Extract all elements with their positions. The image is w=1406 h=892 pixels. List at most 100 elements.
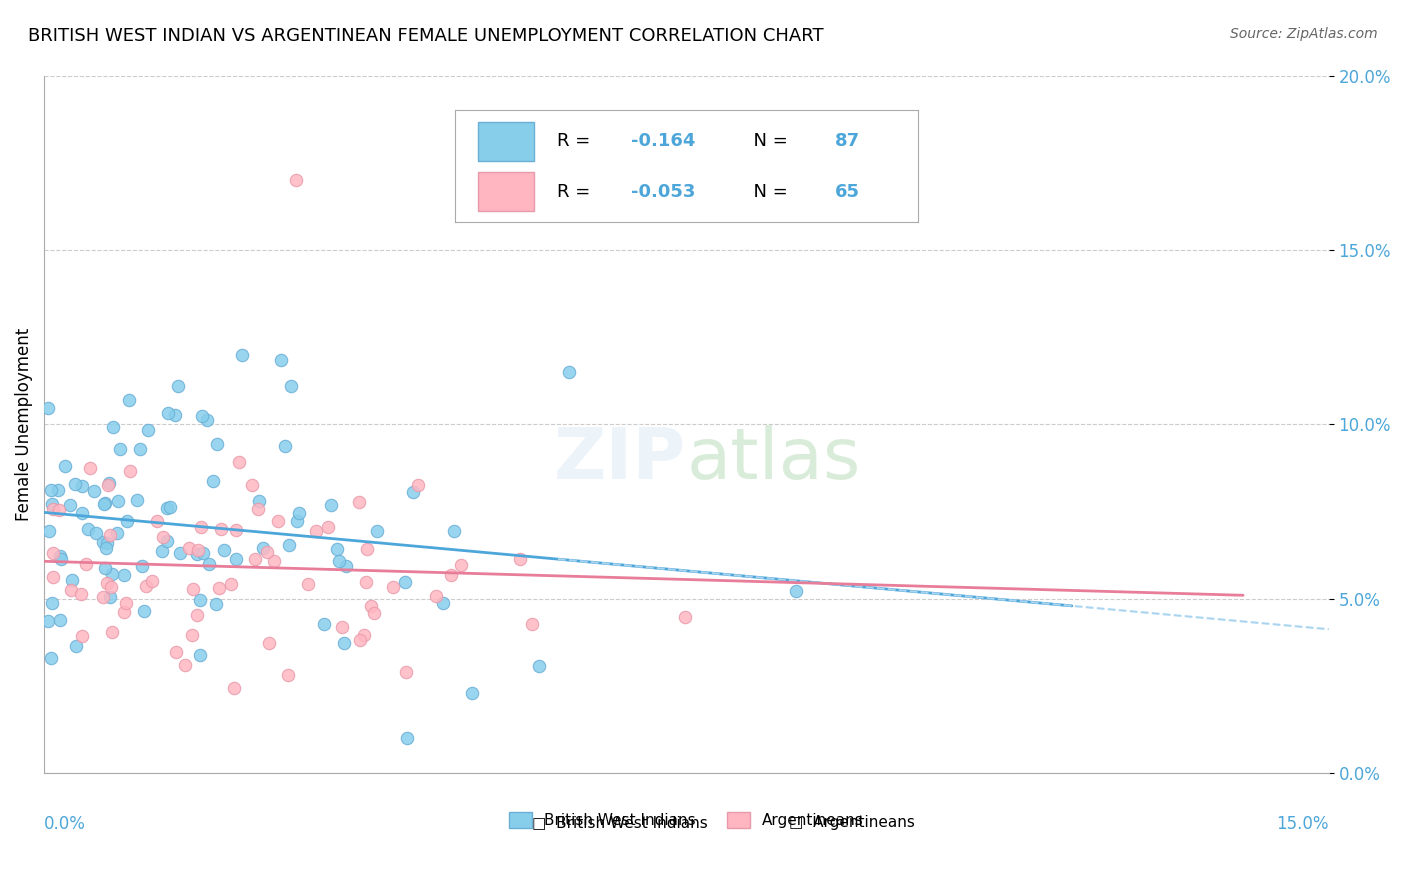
Point <box>112 605 135 619</box>
Point <box>280 379 302 393</box>
Point <box>49 613 72 627</box>
Point <box>673 609 696 624</box>
Point <box>49 552 72 566</box>
Point <box>97 475 120 490</box>
Point <box>297 577 319 591</box>
Point <box>105 525 128 540</box>
Point <box>228 454 250 468</box>
Point <box>212 543 235 558</box>
Point <box>527 659 550 673</box>
Point <box>156 534 179 549</box>
Point <box>181 582 204 596</box>
Point <box>98 528 121 542</box>
Point <box>169 546 191 560</box>
Point <box>132 604 155 618</box>
Point <box>186 547 208 561</box>
Point <box>94 496 117 510</box>
Point <box>252 541 274 555</box>
Point <box>101 625 124 640</box>
Point <box>219 576 242 591</box>
Point <box>41 570 63 584</box>
Point <box>450 558 472 573</box>
Point <box>259 636 281 650</box>
Point <box>159 500 181 515</box>
Text: Source: ZipAtlas.com: Source: ZipAtlas.com <box>1230 27 1378 41</box>
Point <box>41 546 63 560</box>
Point <box>48 503 70 517</box>
Point <box>270 353 292 368</box>
Point <box>240 477 263 491</box>
Point <box>97 478 120 492</box>
Point <box>285 173 308 187</box>
Point <box>396 731 419 746</box>
Point <box>274 439 297 453</box>
Point <box>209 522 232 536</box>
Point <box>335 558 357 573</box>
Point <box>349 632 371 647</box>
Point <box>70 506 93 520</box>
Text: ZIP: ZIP <box>554 425 686 494</box>
Point <box>304 524 326 538</box>
Point <box>100 580 122 594</box>
Point <box>173 658 195 673</box>
Point <box>201 474 224 488</box>
Point <box>208 581 231 595</box>
Point <box>96 535 118 549</box>
Point <box>278 538 301 552</box>
Point <box>70 629 93 643</box>
Point <box>332 635 354 649</box>
Point <box>366 524 388 538</box>
Point <box>328 554 350 568</box>
Point <box>91 590 114 604</box>
Point <box>135 579 157 593</box>
Point <box>75 558 97 572</box>
Point <box>115 596 138 610</box>
Text: □  British West Indians: □ British West Indians <box>533 815 709 830</box>
Point <box>118 392 141 407</box>
Point <box>256 545 278 559</box>
Point <box>314 617 336 632</box>
Point <box>59 583 82 598</box>
Point <box>76 522 98 536</box>
Point <box>98 590 121 604</box>
Point <box>91 534 114 549</box>
Point <box>356 541 378 556</box>
Point <box>41 497 63 511</box>
Point <box>360 599 382 613</box>
Point <box>107 493 129 508</box>
Point <box>509 552 531 566</box>
Point <box>188 648 211 662</box>
Point <box>432 596 454 610</box>
Point <box>425 589 447 603</box>
Text: BRITISH WEST INDIAN VS ARGENTINEAN FEMALE UNEMPLOYMENT CORRELATION CHART: BRITISH WEST INDIAN VS ARGENTINEAN FEMAL… <box>28 27 824 45</box>
Point <box>112 567 135 582</box>
Point <box>408 478 430 492</box>
Point <box>100 567 122 582</box>
Point <box>94 560 117 574</box>
Point <box>222 681 245 696</box>
Point <box>70 479 93 493</box>
Point <box>39 651 62 665</box>
Point <box>115 514 138 528</box>
Point <box>440 567 463 582</box>
Point <box>69 587 91 601</box>
Point <box>186 608 208 623</box>
Point <box>247 494 270 508</box>
Point <box>94 541 117 555</box>
Point <box>267 514 290 528</box>
Point <box>167 379 190 393</box>
Point <box>156 501 179 516</box>
Point <box>37 614 59 628</box>
Point <box>108 442 131 456</box>
Point <box>225 552 247 566</box>
Point <box>326 542 349 557</box>
Point <box>46 483 69 498</box>
Point <box>93 497 115 511</box>
Point <box>246 501 269 516</box>
Point <box>558 365 581 379</box>
Text: 15.0%: 15.0% <box>1277 815 1329 833</box>
Text: 0.0%: 0.0% <box>44 815 86 833</box>
Point <box>354 575 377 590</box>
Point <box>37 401 59 415</box>
Point <box>443 524 465 539</box>
